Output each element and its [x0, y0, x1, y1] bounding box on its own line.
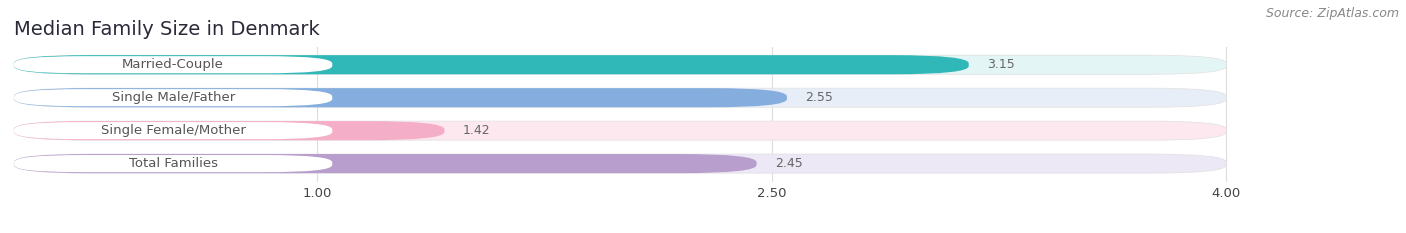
FancyBboxPatch shape: [14, 88, 1226, 107]
Text: 2.55: 2.55: [806, 91, 832, 104]
Text: Median Family Size in Denmark: Median Family Size in Denmark: [14, 21, 319, 39]
FancyBboxPatch shape: [14, 88, 787, 107]
FancyBboxPatch shape: [14, 121, 1226, 140]
FancyBboxPatch shape: [14, 154, 756, 173]
FancyBboxPatch shape: [14, 121, 444, 140]
FancyBboxPatch shape: [14, 155, 332, 172]
FancyBboxPatch shape: [14, 55, 1226, 74]
FancyBboxPatch shape: [14, 122, 332, 139]
Text: Single Female/Mother: Single Female/Mother: [101, 124, 246, 137]
Text: Married-Couple: Married-Couple: [122, 58, 224, 71]
Text: Single Male/Father: Single Male/Father: [111, 91, 235, 104]
FancyBboxPatch shape: [14, 56, 332, 73]
Text: 2.45: 2.45: [775, 157, 803, 170]
FancyBboxPatch shape: [14, 154, 1226, 173]
Text: Source: ZipAtlas.com: Source: ZipAtlas.com: [1265, 7, 1399, 20]
FancyBboxPatch shape: [14, 55, 969, 74]
Text: 3.15: 3.15: [987, 58, 1015, 71]
Text: 1.42: 1.42: [463, 124, 491, 137]
Text: Total Families: Total Families: [129, 157, 218, 170]
FancyBboxPatch shape: [14, 89, 332, 106]
